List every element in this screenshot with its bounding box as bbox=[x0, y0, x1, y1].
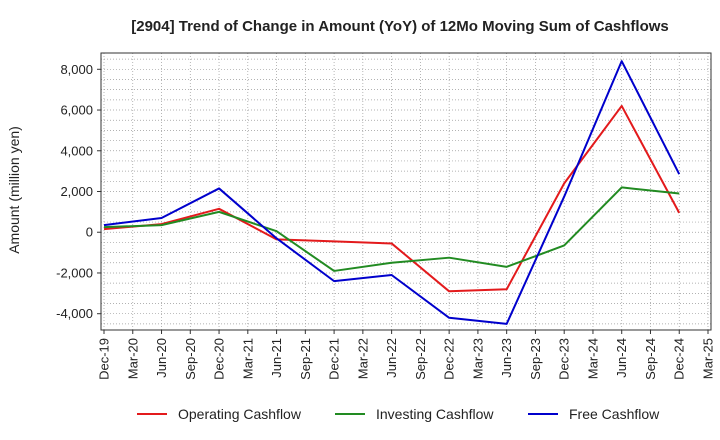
x-tick-label: Mar-21 bbox=[240, 338, 255, 379]
x-tick-label: Sep-24 bbox=[643, 338, 658, 380]
legend-label: Free Cashflow bbox=[569, 406, 660, 422]
x-tick-label: Dec-22 bbox=[442, 338, 457, 380]
plot-area bbox=[101, 53, 711, 330]
legend-label: Investing Cashflow bbox=[376, 406, 494, 422]
legend: Operating Cashflow Investing Cashflow Free… bbox=[137, 406, 660, 422]
series-line-operating-cashflow bbox=[103, 104, 681, 293]
x-tick-label: Dec-24 bbox=[672, 338, 687, 380]
y-tick-label: 8,000 bbox=[60, 62, 93, 77]
y-axis-ticks: -4,000 -2,000 0 2,000 4,000 6,000 8,000 bbox=[56, 62, 101, 321]
x-tick-label: Mar-23 bbox=[470, 338, 485, 379]
legend-label: Operating Cashflow bbox=[178, 406, 302, 422]
x-tick-label: Jun-23 bbox=[499, 338, 514, 378]
x-tick-label: Sep-21 bbox=[298, 338, 313, 380]
series-line-free-cashflow bbox=[103, 60, 681, 325]
y-tick-label: -4,000 bbox=[56, 306, 93, 321]
y-tick-label: 6,000 bbox=[60, 103, 93, 118]
x-tick-label: Jun-20 bbox=[154, 338, 169, 378]
x-tick-label: Dec-23 bbox=[557, 338, 572, 380]
x-tick-label: Sep-22 bbox=[413, 338, 428, 380]
x-tick-label: Dec-21 bbox=[327, 338, 342, 380]
series-lines bbox=[103, 60, 681, 325]
y-tick-label: 2,000 bbox=[60, 184, 93, 199]
x-tick-label: Sep-23 bbox=[528, 338, 543, 380]
x-tick-label: Mar-24 bbox=[585, 338, 600, 379]
series-line-investing-cashflow bbox=[103, 186, 680, 272]
x-tick-label: Jun-24 bbox=[614, 338, 629, 378]
y-axis-label: Amount (million yen) bbox=[6, 126, 22, 254]
y-tick-label: 4,000 bbox=[60, 143, 93, 158]
x-tick-label: Dec-20 bbox=[212, 338, 227, 380]
x-tick-label: Mar-20 bbox=[125, 338, 140, 379]
x-tick-label: Mar-22 bbox=[355, 338, 370, 379]
grid-lines bbox=[101, 53, 711, 330]
y-tick-label: 0 bbox=[86, 225, 93, 240]
x-tick-label: Dec-19 bbox=[97, 338, 112, 380]
x-axis-ticks: Dec-19 Mar-20 Jun-20 Sep-20 Dec-20 Mar-21 Jun-… bbox=[97, 330, 716, 380]
y-tick-label: -2,000 bbox=[56, 265, 93, 280]
chart-title: [2904] Trend of Change in Amount (YoY) o… bbox=[131, 18, 669, 35]
x-tick-label: Sep-20 bbox=[183, 338, 198, 380]
x-tick-label: Jun-22 bbox=[384, 338, 399, 378]
x-tick-label: Mar-25 bbox=[701, 338, 716, 379]
x-tick-label: Jun-21 bbox=[269, 338, 284, 378]
